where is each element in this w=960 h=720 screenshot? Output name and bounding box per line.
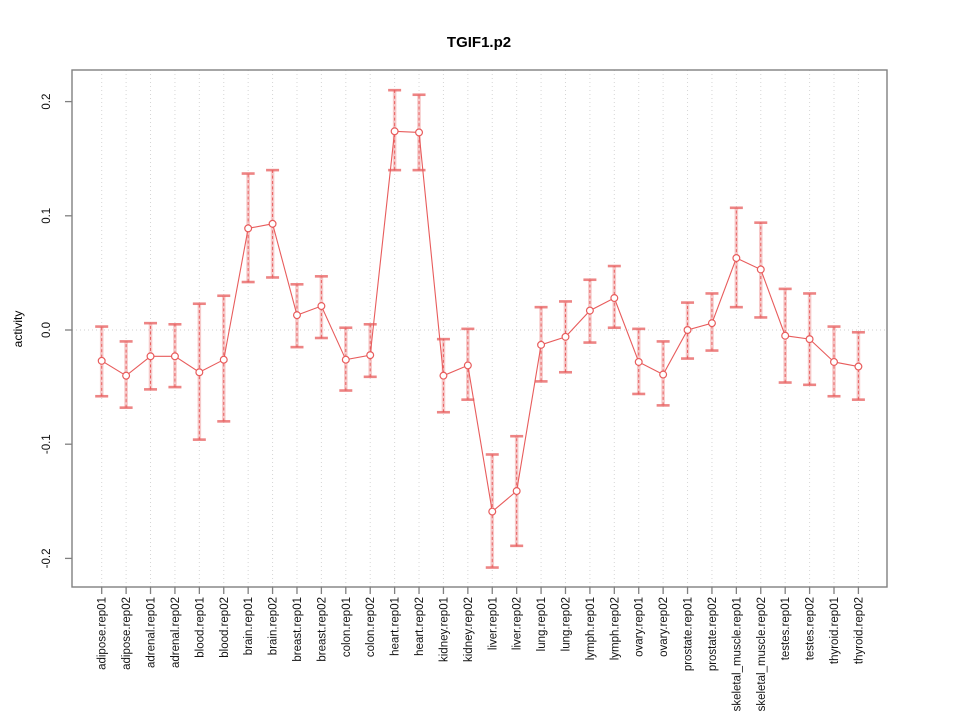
data-point — [268, 219, 277, 228]
x-tick-label: heart.rep02 — [414, 597, 426, 656]
x-tick-label: lung.rep01 — [536, 597, 548, 651]
data-point — [366, 351, 375, 360]
data-point — [219, 355, 228, 364]
chart-title: TGIF1.p2 — [447, 34, 511, 51]
x-tick-label: skeletal_muscle.rep01 — [731, 597, 743, 711]
x-tick-label: brain.rep01 — [243, 597, 255, 655]
x-tick-label: breast.rep02 — [316, 597, 328, 662]
x-tick-label: brain.rep02 — [268, 597, 280, 655]
x-tick-label: colon.rep01 — [341, 597, 353, 657]
data-point — [829, 357, 838, 366]
data-point — [195, 368, 204, 377]
data-point — [585, 306, 594, 315]
data-point — [97, 356, 106, 365]
series-line — [101, 130, 859, 513]
x-tick-label: liver.rep01 — [487, 597, 499, 650]
x-tick-label: colon.rep02 — [365, 597, 377, 657]
y-tick-label: -0.2 — [41, 548, 53, 568]
data-point — [146, 352, 155, 361]
x-tick-label: breast.rep01 — [292, 597, 304, 662]
data-point — [512, 487, 521, 496]
data-point — [122, 371, 131, 380]
x-tick-label: thyroid.rep02 — [853, 597, 865, 664]
y-axis-label: activity — [11, 311, 25, 348]
data-point — [463, 361, 472, 370]
data-point — [244, 224, 253, 233]
x-tick-label: kidney.rep02 — [463, 597, 475, 662]
data-point — [537, 340, 546, 349]
data-point — [488, 507, 497, 516]
y-tick-label: -0.1 — [41, 434, 53, 454]
x-tick-label: kidney.rep01 — [438, 597, 450, 662]
x-tick-label: lung.rep02 — [560, 597, 572, 651]
x-tick-label: blood.rep02 — [219, 597, 231, 658]
x-tick-label: lymph.rep01 — [585, 597, 597, 660]
data-point — [805, 335, 814, 344]
data-point — [610, 294, 619, 303]
x-tick-label: skeletal_muscle.rep02 — [756, 597, 768, 711]
x-tick-label: ovary.rep01 — [634, 597, 646, 657]
y-tick-label: 0.1 — [41, 208, 53, 224]
x-tick-label: adipose.rep01 — [97, 597, 109, 670]
data-point — [415, 128, 424, 137]
x-tick-label: prostate.rep01 — [683, 597, 695, 671]
data-point — [341, 355, 350, 364]
x-tick-label: thyroid.rep01 — [829, 597, 841, 664]
data-point — [634, 357, 643, 366]
data-point — [292, 311, 301, 320]
data-point — [781, 331, 790, 340]
x-tick-label: adipose.rep02 — [121, 597, 133, 670]
data-point — [390, 127, 399, 136]
data-point — [756, 265, 765, 274]
data-point — [707, 319, 716, 328]
x-tick-label: lymph.rep02 — [609, 597, 621, 660]
data-point — [439, 371, 448, 380]
data-point — [170, 352, 179, 361]
y-tick-label: 0.2 — [41, 94, 53, 110]
data-point — [854, 362, 863, 371]
data-point — [732, 254, 741, 263]
plot-border — [71, 69, 888, 588]
x-tick-label: heart.rep01 — [390, 597, 402, 656]
data-point — [683, 326, 692, 335]
data-point — [659, 370, 668, 379]
x-tick-label: liver.rep02 — [512, 597, 524, 650]
plot-area: 0.2 0.1 0.0 -0.1 -0.2 adipose.rep01 adipose.re… — [41, 69, 888, 711]
x-tick-label: adrenal.rep02 — [170, 597, 182, 668]
data-point — [317, 302, 326, 311]
y-tick-label: 0.0 — [41, 322, 53, 338]
data-point — [561, 332, 570, 341]
x-tick-label: testes.rep01 — [780, 597, 792, 660]
x-tick-label: adrenal.rep01 — [146, 597, 158, 668]
x-tick-label: blood.rep01 — [194, 597, 206, 658]
x-tick-label: prostate.rep02 — [707, 597, 719, 671]
x-tick-label: ovary.rep02 — [658, 597, 670, 657]
x-tick-label: testes.rep02 — [805, 597, 817, 660]
